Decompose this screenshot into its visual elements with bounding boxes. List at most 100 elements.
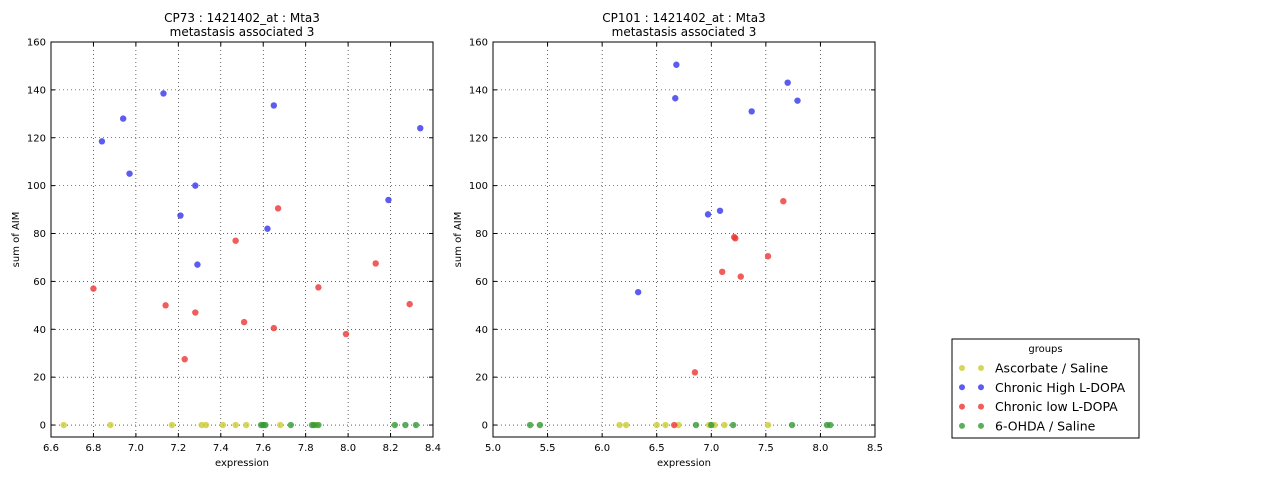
x-tick-label: 5.5 [540,443,556,454]
x-tick-label: 7.6 [255,443,271,454]
data-point [277,421,284,429]
y-tick-label: 100 [27,181,46,192]
data-point [406,300,413,308]
plot-frame [492,41,876,438]
data-point [708,421,715,429]
data-point [729,421,737,429]
chart-subtitle: metastasis associated 3 [170,25,315,39]
x-tick-label: 6.0 [594,443,610,454]
scatter-plot-cp101: 5.0 5.5 6.0 6.5 7.0 7.5 8.0 8.5 0 20 40 60 80 100 120 1… [453,11,883,469]
x-tick-label: 6.6 [43,443,59,454]
y-tick-label: 140 [469,85,488,96]
data-point [274,205,282,212]
data-point [526,421,534,429]
data-point [622,421,630,429]
data-point [653,421,660,429]
x-tick-label: 7.0 [703,443,719,454]
data-point [119,115,127,122]
scatter-plot-cp73: 6.6 6.8 7.0 7.2 7.4 7.6 7.8 8.0 8.2 8.4 0 20 40 60 80 1… [11,11,441,469]
data-point [673,61,680,68]
data-point [240,318,248,326]
y-tick-label: 40 [475,325,488,336]
x-tick-label: 6.5 [649,443,665,454]
x-tick-label: 8.2 [383,443,399,454]
y-tick-label: 60 [475,277,488,288]
data-point [177,212,184,219]
data-point [181,355,188,363]
data-point [219,421,227,429]
y-tick-label: 160 [469,38,488,49]
data-point [270,102,278,109]
data-point [784,79,791,86]
data-point [391,421,398,429]
data-point [126,170,133,177]
data-point [719,268,726,276]
x-tick-label: 8.4 [425,443,441,454]
data-point [670,421,678,429]
y-tick-label: 40 [33,325,46,336]
x-tick-label: 8.5 [867,443,883,454]
data-point [764,421,772,429]
legend-marker [978,365,984,371]
legend-marker [959,384,965,391]
data-point [704,211,712,218]
legend: groups Ascorbate / Saline Chronic High L-… [951,338,1140,439]
legend-marker [959,403,965,410]
x-tick-label: 6.8 [85,443,101,454]
data-point [264,225,271,232]
data-point [107,421,114,429]
legend-marker [978,403,984,410]
data-point [692,421,700,429]
y-tick-label: 20 [33,373,46,384]
data-point [315,421,322,429]
y-tick-label: 120 [27,133,46,144]
data-point [202,421,210,429]
data-point [232,237,239,244]
y-tick-label: 0 [40,421,46,432]
data-point [162,302,169,309]
data-point [616,421,623,429]
data-point [372,260,379,267]
legend-label: Chronic High L-DOPA [995,380,1126,395]
data-point [98,138,106,145]
data-point [315,284,322,291]
data-point [160,90,167,97]
data-point [417,124,424,132]
legend-label: Ascorbate / Saline [995,361,1109,376]
x-tick-label: 8.0 [340,443,356,454]
data-point [732,235,739,242]
data-point [60,421,67,429]
data-point [721,421,728,429]
legend-marker [978,422,984,429]
y-tick-label: 140 [27,85,46,96]
data-point [342,330,350,338]
data-point [634,288,642,296]
data-point [402,421,409,429]
y-tick-label: 80 [475,229,488,240]
y-tick-label: 160 [27,38,46,49]
data-point [536,421,544,429]
data-point [232,421,239,429]
chart-title: CP73 : 1421402_at : Mta3 [164,11,320,25]
legend-title: groups [1028,344,1062,355]
data-point [737,273,744,280]
legend-marker [978,384,984,391]
y-tick-label: 80 [33,229,46,240]
data-point [672,95,679,102]
y-tick-label: 20 [475,373,488,384]
legend-label: Chronic low L-DOPA [995,399,1118,414]
data-point [270,324,278,332]
x-axis-label: expression [657,458,711,469]
x-tick-label: 7.8 [298,443,314,454]
data-point [662,421,669,429]
data-point [385,196,392,204]
y-tick-label: 60 [33,277,46,288]
data-point [194,261,201,268]
data-point [691,369,699,376]
x-axis-label: expression [215,458,269,469]
legend-label: 6-OHDA / Saline [995,418,1096,433]
x-tick-label: 7.0 [128,443,144,454]
data-point [748,108,755,115]
data-point [90,285,97,292]
